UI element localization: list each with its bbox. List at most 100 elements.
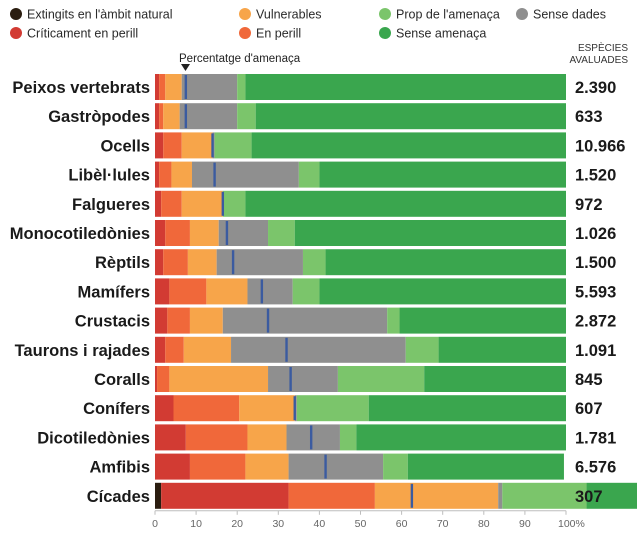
category-label: Ocells <box>100 137 150 155</box>
legend-swatch-en-perill <box>239 27 251 39</box>
bar-row-gastropodes: Gastròpodes 633 <box>48 103 603 130</box>
bar-row-conifers: Conífers 607 <box>83 395 603 422</box>
bar-segment-prop-de-l-amenaca <box>237 74 246 100</box>
category-label: Monocotiledònies <box>10 225 150 243</box>
bar-segment-vulnerables <box>247 424 287 451</box>
category-label: Conífers <box>83 400 150 418</box>
bar-segment-criticament-en-perill <box>155 424 186 451</box>
x-axis: 0 10 20 30 40 50 60 70 80 90 100% <box>152 510 585 530</box>
bar-segment-sense-amenaca <box>424 366 566 392</box>
bar-segment-criticament-en-perill <box>155 161 160 188</box>
bar-segment-vulnerables <box>239 395 295 422</box>
bar-segment-sense-dades <box>231 336 406 363</box>
category-label: Mamífers <box>78 283 150 301</box>
bar-segment-sense-amenaca <box>255 103 566 130</box>
legend-swatch-criticament-en-perill <box>10 27 22 39</box>
legend-label-en-perill: En perill <box>256 27 301 41</box>
threat-marker <box>213 162 216 187</box>
bar-segment-sense-dades <box>216 249 303 276</box>
category-label: Falgueres <box>72 196 150 214</box>
legend-label-criticament-en-perill: Críticament en perill <box>27 27 138 41</box>
bar-segment-prop-de-l-amenaca <box>337 366 425 392</box>
category-label: Cícades <box>87 488 150 506</box>
x-tick-label: 50 <box>355 518 367 530</box>
bar-segment-sense-dades <box>181 74 238 100</box>
species-count: 607 <box>575 400 603 418</box>
legend: Extingits en l'àmbit natural Vulnerables P… <box>10 8 606 41</box>
bar-segment-criticament-en-perill <box>155 366 158 392</box>
x-tick-label: 10 <box>190 518 202 530</box>
bar-segment-sense-dades <box>268 366 338 392</box>
category-label: Taurons i rajades <box>15 342 150 360</box>
bar-rows: Peixos vertebrats 2.390 Gastròpodes 633 Ocel… <box>10 74 637 509</box>
species-count: 1.781 <box>575 429 616 447</box>
species-count: 633 <box>575 108 603 126</box>
threat-marker <box>231 250 235 275</box>
bar-segment-sense-amenaca <box>407 453 564 480</box>
threat-marker <box>324 454 327 479</box>
bar-segment-criticament-en-perill <box>155 453 190 480</box>
bar-segment-sense-amenaca <box>245 74 567 100</box>
bar-segment-criticament-en-perill <box>155 190 162 217</box>
bar-row-peixos-vertebrats: Peixos vertebrats 2.390 <box>12 74 616 100</box>
bar-segment-sense-amenaca <box>438 336 566 363</box>
bar-segment-vulnerables <box>165 74 182 100</box>
bar-segment-prop-de-l-amenaca <box>339 424 357 451</box>
header-line-1: ESPÈCIES <box>578 41 628 54</box>
category-label: Peixos vertebrats <box>12 79 150 97</box>
threat-marker <box>260 279 264 304</box>
x-tick-label: 20 <box>231 518 243 530</box>
bar-row-dicotiledonies: Dicotiledònies 1.781 <box>37 424 616 451</box>
species-count: 2.872 <box>575 313 616 331</box>
threat-marker <box>289 367 292 391</box>
bar-segment-en-perill <box>163 132 182 159</box>
bar-segment-vulnerables <box>169 366 269 392</box>
bar-segment-sense-amenaca <box>399 307 566 334</box>
bar-segment-vulnerables <box>206 278 248 305</box>
bar-segment-en-perill <box>169 278 207 305</box>
bar-segment-prop-de-l-amenaca <box>405 336 439 363</box>
bar-segment-vulnerables <box>181 132 213 159</box>
threat-marker <box>266 308 270 333</box>
bar-segment-criticament-en-perill <box>155 74 160 100</box>
bar-row-crustacis: Crustacis 2.872 <box>75 307 616 334</box>
species-count: 10.966 <box>575 137 625 155</box>
x-tick-label: 0 <box>152 518 158 530</box>
category-label: Gastròpodes <box>48 108 150 126</box>
bar-segment-sense-amenaca <box>356 424 566 451</box>
category-label: Libèl·lules <box>68 167 150 185</box>
bar-segment-criticament-en-perill <box>155 220 166 246</box>
species-count: 6.576 <box>575 459 616 477</box>
bar-segment-criticament-en-perill <box>155 103 160 130</box>
species-count: 5.593 <box>575 283 616 301</box>
bar-segment-sense-dades <box>179 103 238 130</box>
bar-segment-vulnerables <box>163 103 180 130</box>
species-count: 845 <box>575 371 603 389</box>
bar-segment-sense-dades <box>498 482 503 509</box>
bar-segment-criticament-en-perill <box>155 336 166 363</box>
bar-segment-sense-amenaca <box>251 132 566 159</box>
bar-segment-prop-de-l-amenaca <box>383 453 408 480</box>
x-tick-label: 60 <box>396 518 408 530</box>
bar-segment-sense-amenaca <box>319 161 566 188</box>
bar-row-monocotiledonies: Monocotiledònies 1.026 <box>10 220 616 246</box>
category-label: Crustacis <box>75 313 150 331</box>
legend-label-prop-de-l-amenaca: Prop de l'amenaça <box>396 8 500 22</box>
bar-segment-en-perill <box>185 424 248 451</box>
bar-segment-sense-amenaca <box>368 395 566 422</box>
threat-marker <box>309 425 313 450</box>
bar-segment-criticament-en-perill <box>155 132 164 159</box>
threat-marker <box>293 396 296 421</box>
x-tick-label: 100% <box>558 518 585 530</box>
threat-marker-annotation: Percentatge d'amenaça <box>179 53 301 71</box>
bar-segment-vulnerables <box>181 190 223 217</box>
bar-segment-extingits-en-l-ambit-natural <box>155 482 162 509</box>
bar-segment-sense-dades <box>222 307 388 334</box>
bar-segment-vulnerables <box>245 453 289 480</box>
x-tick-label: 90 <box>519 518 531 530</box>
bar-segment-sense-amenaca <box>586 482 637 509</box>
bar-segment-vulnerables <box>183 336 232 363</box>
legend-swatch-vulnerables <box>239 8 251 20</box>
bar-segment-criticament-en-perill <box>155 249 164 276</box>
